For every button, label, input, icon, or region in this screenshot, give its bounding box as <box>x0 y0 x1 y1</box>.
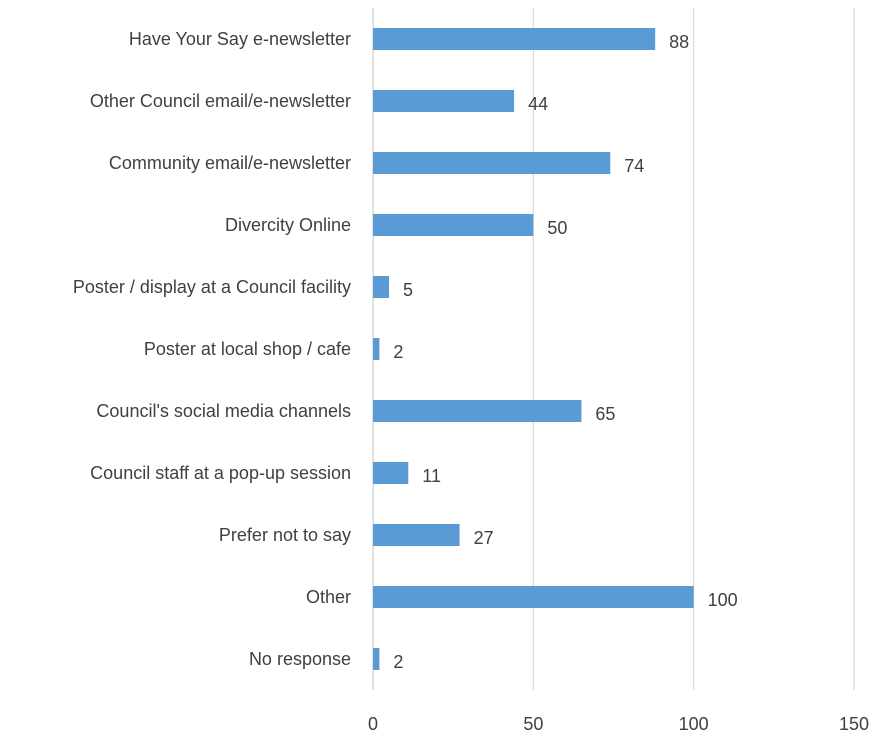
data-label: 88 <box>669 32 689 52</box>
data-label: 50 <box>547 218 567 238</box>
category-label: Other <box>306 587 351 607</box>
category-label: Divercity Online <box>225 215 351 235</box>
category-label: Poster / display at a Council facility <box>73 277 351 297</box>
category-label: No response <box>249 649 351 669</box>
category-label: Community email/e-newsletter <box>109 153 351 173</box>
data-label: 74 <box>624 156 644 176</box>
bar <box>373 90 515 112</box>
data-label: 11 <box>422 466 441 486</box>
bar <box>373 400 582 422</box>
x-tick-label: 150 <box>839 714 869 734</box>
label-layer: 0 50 100 150 Have Your Say e-newsletter 88 Oth… <box>73 29 869 734</box>
x-tick-label: 0 <box>368 714 378 734</box>
bar <box>373 648 380 670</box>
category-label: Poster at local shop / cafe <box>144 339 351 359</box>
bar <box>373 338 380 360</box>
data-label: 2 <box>393 342 403 362</box>
data-label: 44 <box>528 94 548 114</box>
data-label: 27 <box>474 528 494 548</box>
bar-layer <box>373 28 694 670</box>
data-label: 5 <box>403 280 413 300</box>
x-tick-label: 100 <box>679 714 709 734</box>
bar <box>373 276 390 298</box>
category-label: Council staff at a pop-up session <box>90 463 351 483</box>
category-label: Other Council email/e-newsletter <box>90 91 351 111</box>
category-label: Prefer not to say <box>219 525 351 545</box>
data-label: 2 <box>393 652 403 672</box>
category-label: Council's social media channels <box>96 401 351 421</box>
bar <box>373 214 534 236</box>
bar <box>373 152 611 174</box>
data-label: 100 <box>708 590 738 610</box>
data-label: 65 <box>595 404 615 424</box>
x-tick-label: 50 <box>523 714 543 734</box>
bar <box>373 524 460 546</box>
bar <box>373 462 409 484</box>
bar <box>373 28 656 50</box>
bar <box>373 586 694 608</box>
category-label: Have Your Say e-newsletter <box>129 29 351 49</box>
